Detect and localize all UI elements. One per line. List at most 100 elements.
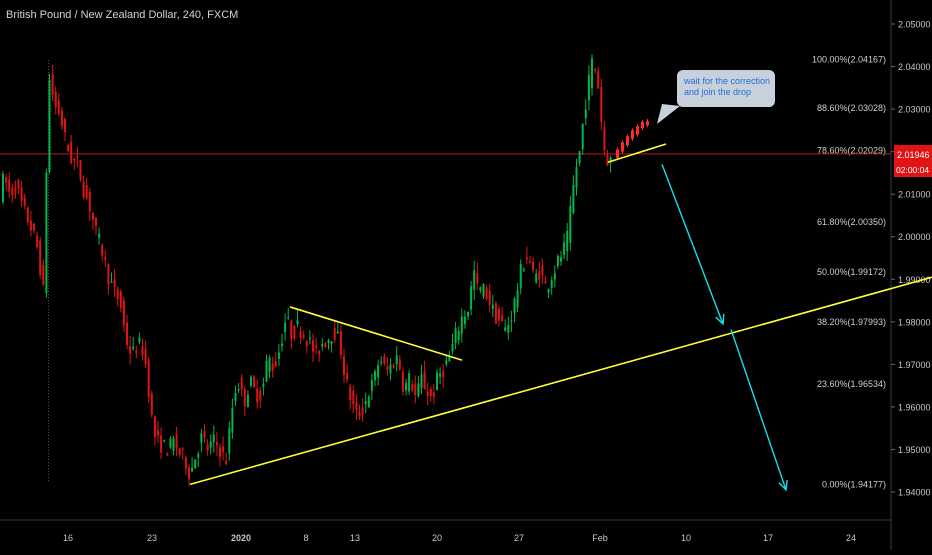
candle-down xyxy=(184,457,187,469)
fib-level-label: 61.80%(2.00350) xyxy=(817,217,886,227)
candle-down xyxy=(144,348,147,365)
price-tag-countdown: 02:00:04 xyxy=(896,165,929,175)
projection-arrow-head xyxy=(715,313,725,326)
time-axis[interactable]: 16 23 2020 8 13 20 27 Feb 10 17 24 xyxy=(63,533,856,543)
candle-down xyxy=(203,431,206,438)
candle-up xyxy=(209,441,212,448)
candle-down xyxy=(122,300,125,326)
time-tick-label: 17 xyxy=(763,533,773,543)
candle-down xyxy=(14,187,17,194)
candle-down xyxy=(544,281,547,284)
candle-up xyxy=(470,286,473,310)
candle-down xyxy=(501,315,504,322)
trendlines[interactable] xyxy=(189,143,932,486)
candle-up xyxy=(572,184,575,213)
candle-up xyxy=(408,373,411,392)
projection-arrow-segment[interactable] xyxy=(730,329,787,491)
price-axis[interactable]: 2.050002.040002.030002.020002.010002.000… xyxy=(891,20,931,498)
candle-down xyxy=(414,383,417,395)
candle-down xyxy=(302,335,305,338)
candle-down xyxy=(597,71,600,89)
candle-up xyxy=(377,365,380,378)
candle-down xyxy=(485,287,488,300)
candle-up xyxy=(463,316,466,325)
projection-arrows[interactable] xyxy=(661,164,788,492)
candle-up xyxy=(516,290,519,308)
time-tick-label: 24 xyxy=(846,533,856,543)
candle-down xyxy=(20,187,23,201)
time-tick-label: 10 xyxy=(681,533,691,543)
candle-down xyxy=(411,384,414,391)
candle-down xyxy=(355,402,358,410)
candle-down xyxy=(429,389,432,397)
candle-up xyxy=(569,205,572,243)
candle-up xyxy=(522,269,525,271)
candle-up xyxy=(473,270,476,290)
candle-down xyxy=(386,366,389,370)
candle-down xyxy=(91,212,94,220)
candle-up xyxy=(330,341,333,344)
projection-arrow-segment[interactable] xyxy=(661,164,724,325)
price-tick-label: 2.01000 xyxy=(898,190,931,200)
candle-up xyxy=(296,320,299,325)
candle-down xyxy=(157,430,159,436)
candle-down xyxy=(82,181,85,198)
price-tick-label: 1.94000 xyxy=(898,488,931,498)
candle-down xyxy=(346,373,349,380)
correction-channel-trendline[interactable] xyxy=(607,143,667,164)
candle-up xyxy=(212,434,215,442)
price-candles xyxy=(2,54,612,487)
candle-up xyxy=(519,264,522,289)
rising-support-trendline[interactable] xyxy=(189,276,932,486)
candle-up xyxy=(194,459,197,469)
time-tick-label: 20 xyxy=(432,533,442,543)
candle-down xyxy=(305,341,308,347)
fibonacci-retracement[interactable]: 100.00%(2.04167) 88.60%(2.03028) 78.60%(2.… xyxy=(812,54,886,489)
candle-down xyxy=(358,412,361,417)
candle-down xyxy=(206,444,209,451)
candle-up xyxy=(138,337,141,343)
price-tick-label: 1.95000 xyxy=(898,445,931,455)
candle-down xyxy=(525,257,528,259)
candle-up xyxy=(556,256,559,267)
candle-up xyxy=(370,380,373,392)
candle-up xyxy=(395,355,398,365)
candle-down xyxy=(215,442,218,446)
candle-down xyxy=(606,154,609,166)
candle-up xyxy=(284,322,287,332)
candle-down xyxy=(312,340,314,352)
candle-up xyxy=(584,109,587,119)
candle-down xyxy=(225,460,228,465)
price-tick-label: 1.96000 xyxy=(898,402,931,412)
price-tick-label: 1.97000 xyxy=(898,360,931,370)
candle-down xyxy=(476,272,479,284)
candle-down xyxy=(119,291,122,309)
candle-down xyxy=(129,346,132,354)
candle-down xyxy=(181,448,184,450)
time-tick-label: 8 xyxy=(303,533,308,543)
candle-down xyxy=(113,279,116,287)
price-tick-label: 1.98000 xyxy=(898,317,931,327)
candle-up xyxy=(451,344,454,352)
annotation-callout[interactable]: wait for the correction and join the dro… xyxy=(657,70,775,124)
projection-arrow-head xyxy=(778,479,788,492)
candle-down xyxy=(222,446,225,453)
candle-down xyxy=(8,179,11,192)
candle-up xyxy=(327,340,330,343)
candle-down xyxy=(349,386,352,401)
candle-up xyxy=(287,317,290,319)
candle-up xyxy=(479,287,482,291)
fib-level-label: 38.20%(1.97993) xyxy=(817,317,886,327)
candle-up xyxy=(45,172,48,294)
candle-up xyxy=(281,343,283,347)
candle-up xyxy=(420,374,423,388)
price-tick-label: 2.03000 xyxy=(898,105,931,115)
candle-down xyxy=(494,303,497,324)
candle-up xyxy=(513,298,516,313)
candle-down xyxy=(339,331,342,355)
falling-resistance-trendline[interactable] xyxy=(289,306,463,361)
candle-down xyxy=(64,118,66,133)
candle-up xyxy=(98,233,101,238)
